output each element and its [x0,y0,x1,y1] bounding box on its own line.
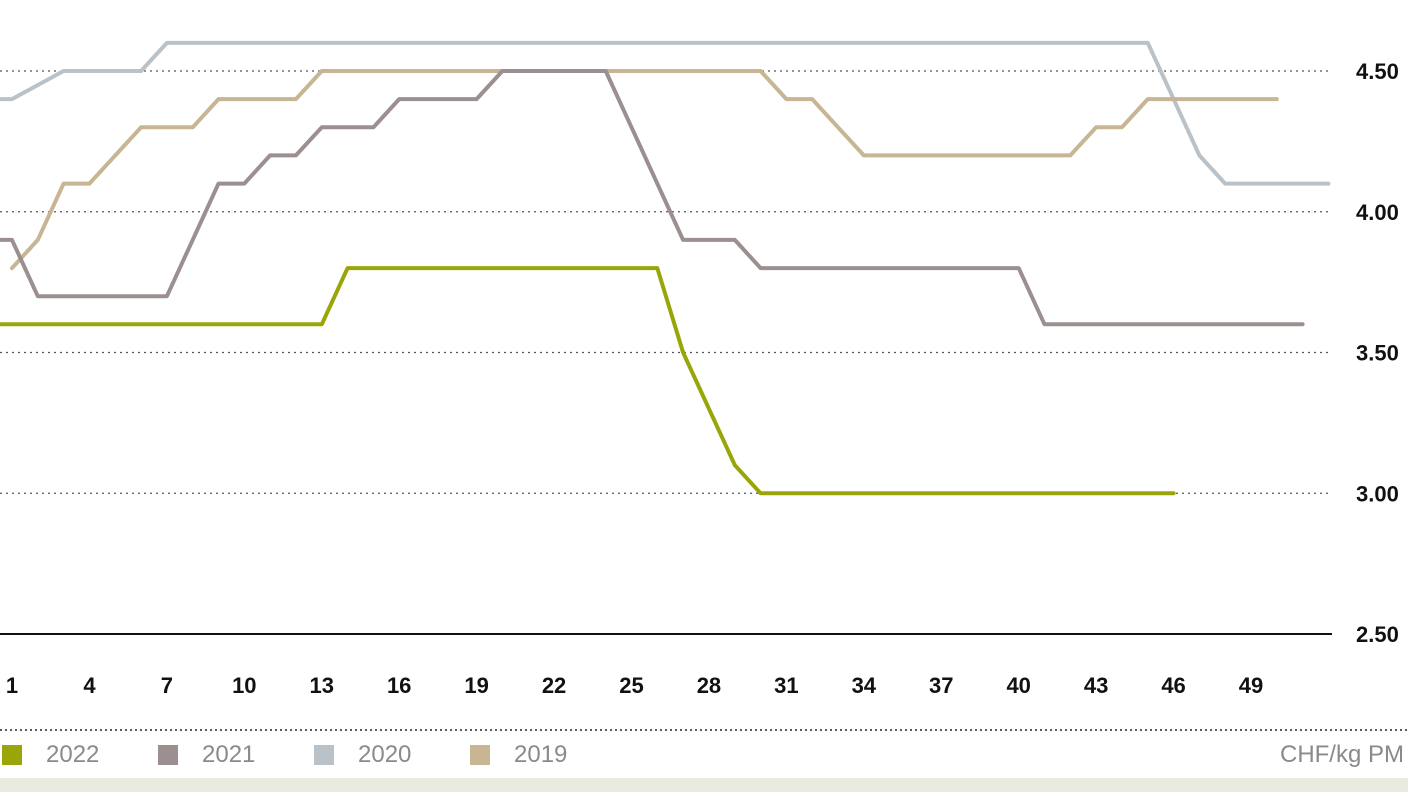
x-tick-label-16: 16 [387,673,411,698]
series-line-2022 [0,266,1176,496]
legend: 2022 2021 2020 2019 [0,735,1408,775]
x-tick-label-34: 34 [852,673,877,698]
legend-swatch-2021 [158,745,178,765]
line-chart: 2.50 3.00 3.50 4.00 4.50 1 4 7 10 13 16 19 22 25 28 31 3… [0,40,1408,731]
legend-label-2020: 2020 [358,741,412,768]
series-line-2020 [0,40,1331,186]
x-tick-label-37: 37 [929,673,953,698]
legend-label-2022: 2022 [46,741,100,768]
footer-band [0,778,1408,792]
legend-item-2020: 2020 [314,735,411,775]
legend-item-2022: 2022 [2,735,99,775]
series-line-2021 [0,69,1305,327]
x-tick-label-28: 28 [697,673,721,698]
x-tick-label-25: 25 [619,673,643,698]
x-tick-label-31: 31 [774,673,798,698]
legend-swatch-2020 [314,745,334,765]
x-tick-label-10: 10 [232,673,256,698]
legend-label-2019: 2019 [514,741,568,768]
x-tick-label-49: 49 [1239,673,1263,698]
legend-item-2021: 2021 [158,735,255,775]
legend-label-2021: 2021 [202,741,256,768]
legend-swatch-2019 [470,745,490,765]
legend-swatch-2022 [2,745,22,765]
legend-item-2019: 2019 [470,735,567,775]
x-tick-label-7: 7 [161,673,173,698]
x-tick-label-46: 46 [1161,673,1185,698]
x-tick-label-4: 4 [83,673,96,698]
y-tick-label-4.50: 4.50 [1356,59,1399,84]
y-tick-label-3.50: 3.50 [1356,341,1399,366]
y-tick-label-4.00: 4.00 [1356,200,1399,225]
unit-label: CHF/kg PM [1279,741,1404,768]
y-tick-label-3.00: 3.00 [1356,481,1399,506]
x-tick-label-43: 43 [1084,673,1108,698]
x-tick-label-40: 40 [1006,673,1030,698]
series-line-2019 [10,69,1279,271]
x-tick-label-19: 19 [464,673,488,698]
x-tick-label-1: 1 [6,673,18,698]
x-tick-label-22: 22 [542,673,566,698]
x-tick-label-13: 13 [310,673,334,698]
y-tick-label-2.50: 2.50 [1356,622,1399,647]
